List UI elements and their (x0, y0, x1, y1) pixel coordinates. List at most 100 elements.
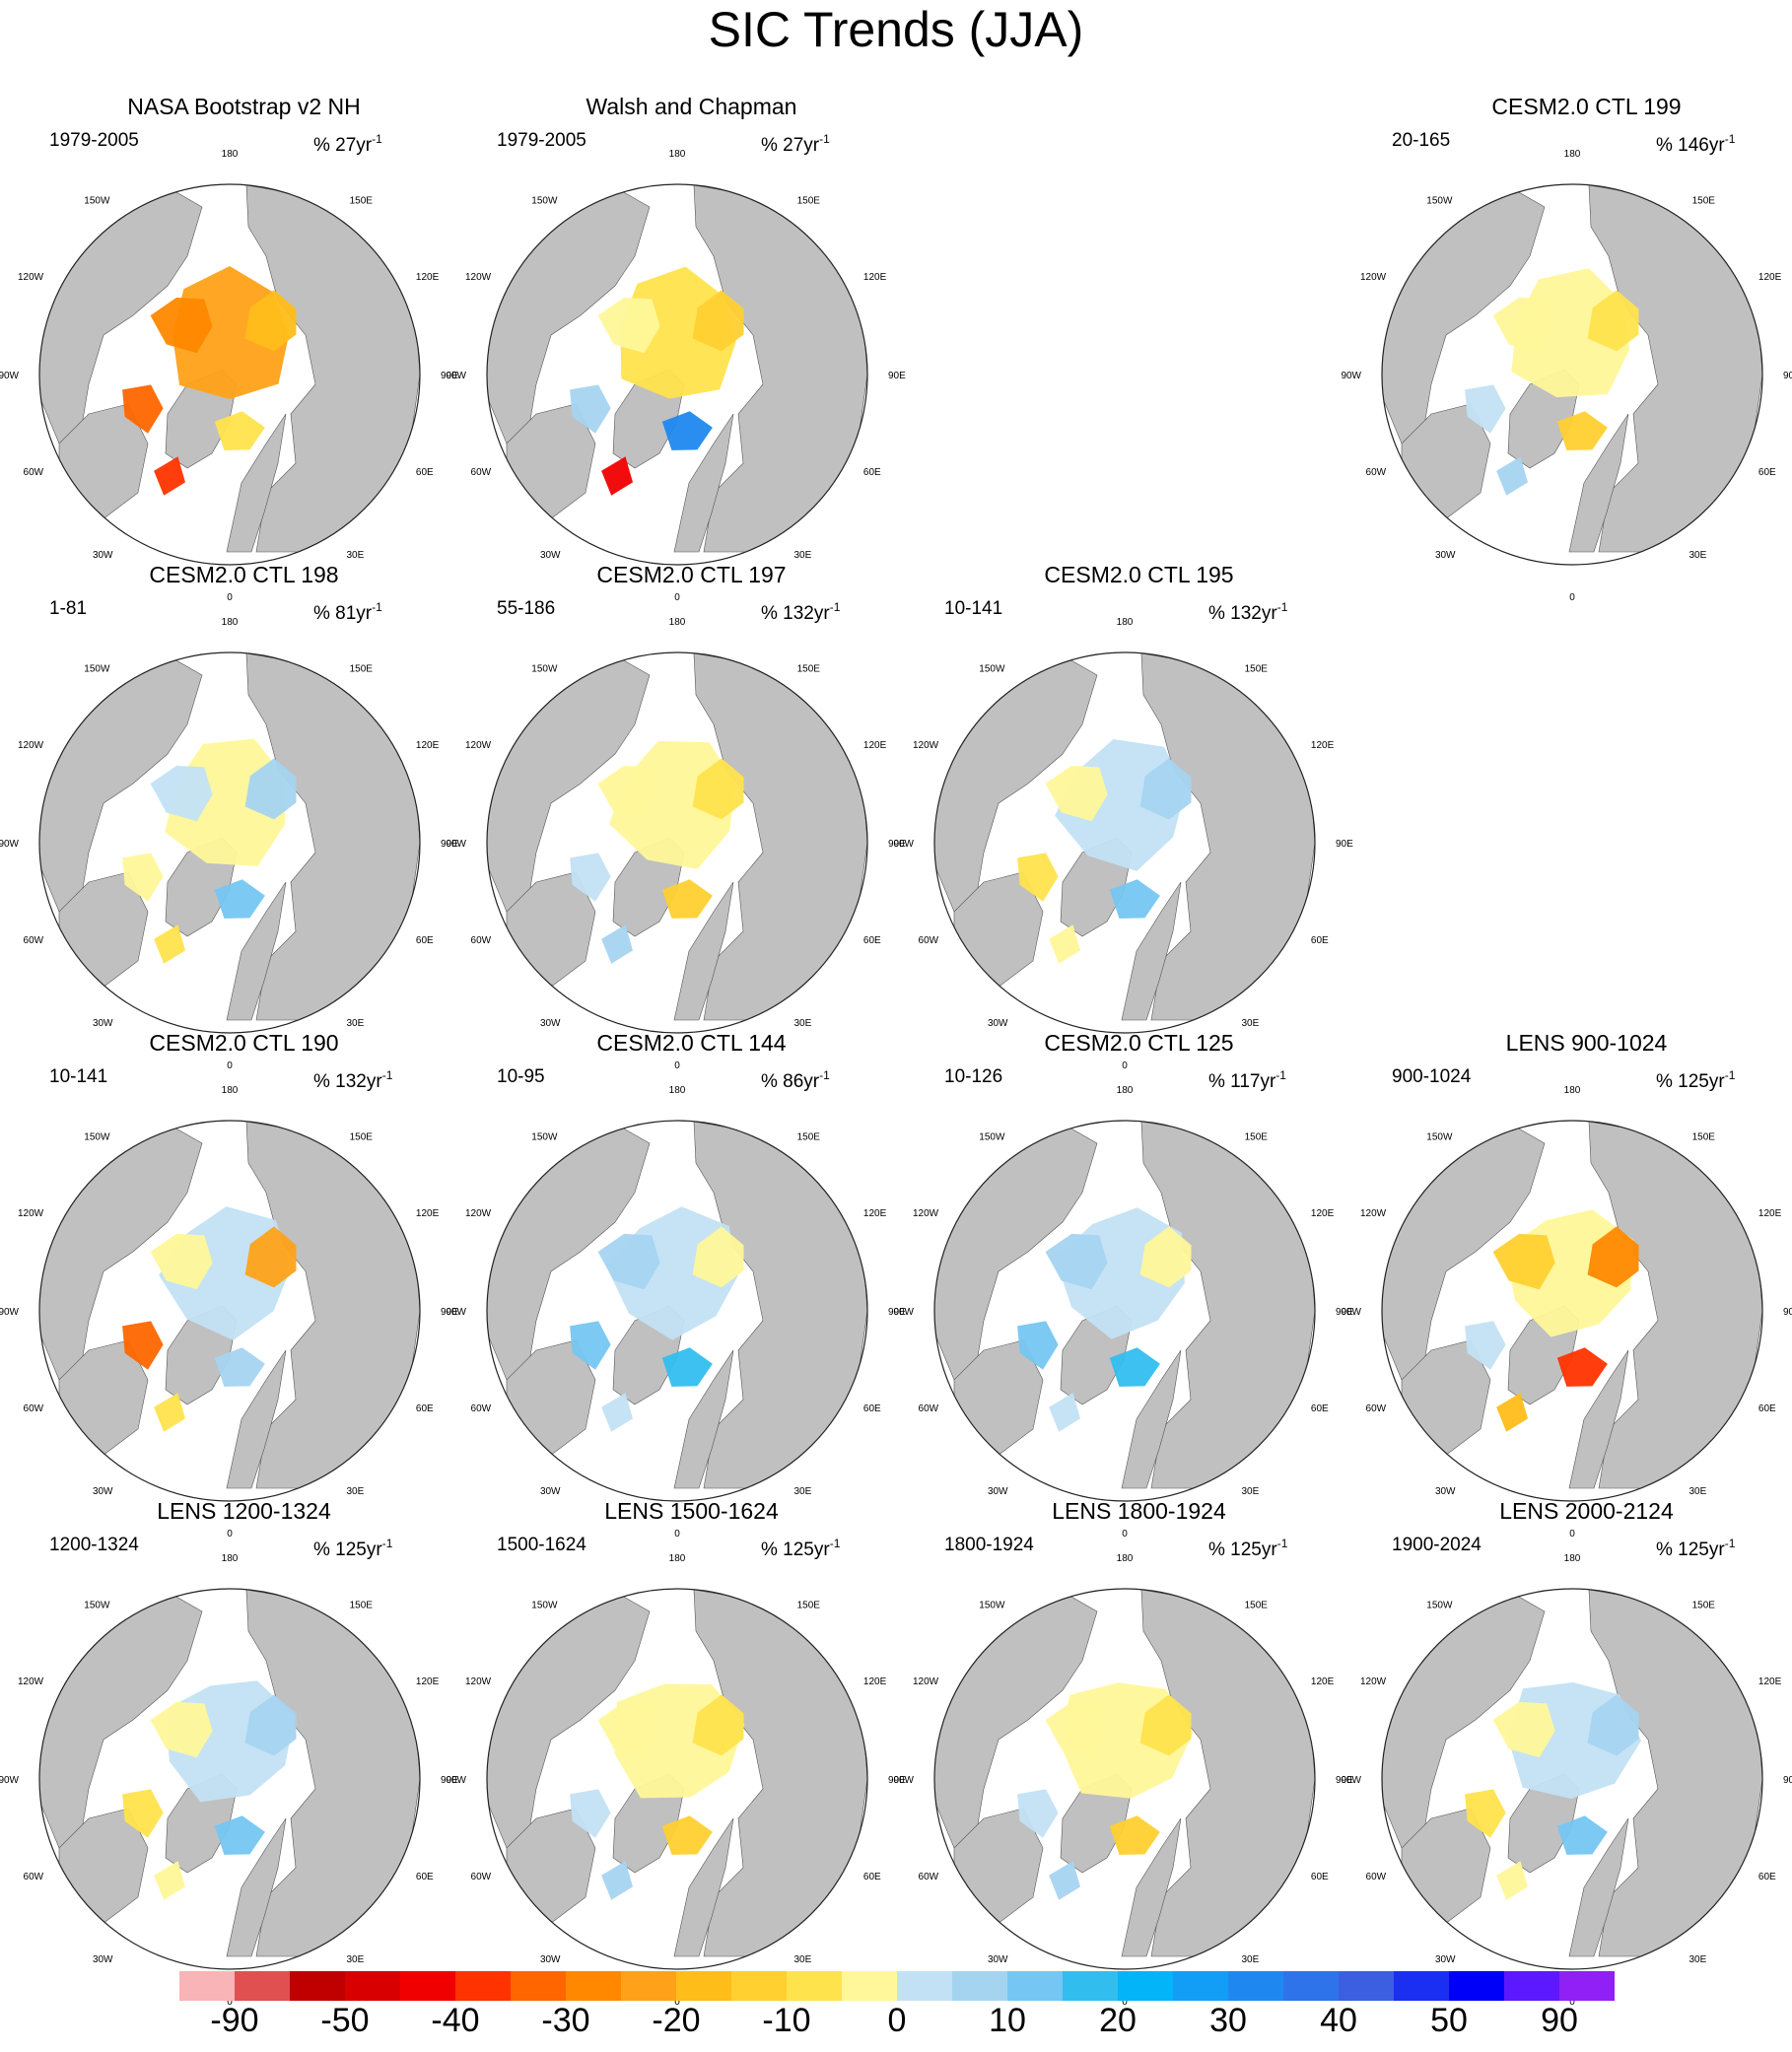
sic-trend-region (601, 1861, 633, 1900)
land-europe (226, 881, 287, 1021)
lon-label: 180 (1564, 1085, 1581, 1096)
polar-map: 180 0 90W 90E 150W 120W 60W 30W 150E 120E 60E 30E (893, 617, 1353, 1071)
colorbar-swatch (511, 1971, 566, 2001)
lon-label: 60E (416, 467, 434, 478)
lon-label: 120E (863, 1676, 887, 1687)
lon-label: 0 (227, 592, 233, 603)
lon-label: 60E (416, 935, 434, 946)
land-europe (1121, 1349, 1182, 1489)
map-panel-p11: LENS 1200-1324 1200-1324% 125yr-1 180 0 90W 9… (0, 1493, 468, 2008)
lon-label: 30E (794, 1954, 812, 1965)
map-boundary (486, 1588, 868, 1970)
lon-label: 120E (1758, 1208, 1782, 1219)
map-panel-p02: Walsh and Chapman 1979-2005 % 27yr-1 180 0 90… (446, 89, 916, 603)
lon-label: 120E (863, 740, 887, 751)
lon-label: 180 (1117, 1553, 1134, 1564)
sic-trend-region (1492, 297, 1555, 354)
panel-title: CESM2.0 CTL 195 (1044, 562, 1234, 587)
map-boundary (933, 1588, 1316, 1970)
sic-trend-region (1496, 1393, 1528, 1432)
lon-label: 150E (1692, 1131, 1716, 1142)
panel-trend-label: % 146yr-1 (1656, 132, 1736, 156)
lon-label: 60E (863, 467, 881, 478)
lon-label: 150E (1245, 663, 1269, 674)
lon-label: 150E (350, 195, 374, 206)
sic-trend-region (1049, 924, 1080, 964)
panel-period: 1979-2005 (497, 130, 586, 151)
land-europe (226, 413, 287, 553)
panel-period: 10-95 (497, 1066, 545, 1087)
lon-label: 150W (84, 663, 110, 674)
lon-label: 150W (531, 195, 558, 206)
sic-trend-region (1017, 1789, 1059, 1838)
lon-label: 30E (347, 1954, 365, 1965)
map-panel-p10: LENS 900-1024 900-1024 % 125yr-1 180 0 90W 90E… (1341, 1025, 1792, 1539)
land-europe (1568, 413, 1629, 553)
panel-trend-label: % 86yr-1 (761, 1068, 830, 1092)
lon-label: 120E (863, 272, 887, 283)
panel-trend-label: % 27yr-1 (761, 132, 830, 156)
lon-label: 30E (1242, 1486, 1260, 1497)
lon-label: 120E (1311, 740, 1335, 751)
panel-trend-label: % 125yr-1 (313, 1537, 393, 1560)
lon-label: 180 (222, 1085, 239, 1096)
sic-trend-region (214, 1347, 265, 1387)
panel-period: 900-1024 (1392, 1066, 1472, 1087)
panel-title: LENS 2000-2124 (1499, 1498, 1674, 1524)
sic-trend-region (244, 758, 297, 820)
sic-trend-region (661, 1347, 713, 1387)
lon-label: 30W (540, 1954, 561, 1965)
panel-trend-label: % 132yr-1 (313, 1068, 393, 1092)
sic-trend-region (1587, 1226, 1639, 1288)
lon-label: 30W (1435, 550, 1456, 561)
sic-trend-region (601, 1393, 633, 1432)
polar-map: 180 0 90W 90E 150W 120W 60W 30W 150E 120E 60E 30E (893, 1085, 1353, 1539)
colorbar-swatch (400, 1971, 455, 2001)
map-panel-p12: LENS 1500-1624 1500-1624% 125yr-1 180 0 90W 9… (446, 1493, 916, 2008)
colorbar-swatch (1504, 1971, 1559, 2001)
sic-trend-region (1045, 1701, 1108, 1758)
map-boundary (486, 651, 868, 1034)
sic-trend-region (1049, 1393, 1080, 1432)
sic-trend-region (244, 290, 297, 352)
lon-label: 30E (794, 550, 812, 561)
lon-label: 120W (18, 740, 44, 751)
lon-label: 90E (888, 839, 906, 850)
lon-label: 0 (1569, 1529, 1575, 1539)
sic-trend-region (154, 924, 185, 964)
polar-map: 180 0 90W 90E 150W 120W 60W 30W 150E 120E 60E 30E (446, 149, 906, 603)
sic-trend-region (570, 1789, 611, 1838)
lon-label: 90E (441, 839, 458, 850)
sic-trend-region (1109, 1347, 1160, 1387)
sic-trend-region (570, 853, 611, 902)
sic-trend-region (214, 1815, 265, 1855)
lon-label: 90W (893, 1307, 914, 1318)
lon-label: 150W (979, 1131, 1005, 1142)
lon-label: 30W (1435, 1954, 1456, 1965)
colorbar (179, 1971, 1615, 2001)
panel-period: 10-126 (944, 1066, 1003, 1087)
map-panel-p05: CESM2.0 CTL 197 55-186% 132yr-1 180 0 90W 90E… (446, 557, 916, 1071)
lon-label: 30W (540, 1486, 561, 1497)
sic-trend-region (1556, 1815, 1608, 1855)
sic-trend-region (1109, 1815, 1160, 1855)
lon-label: 0 (1122, 1997, 1128, 2008)
colorbar-swatch (1118, 1971, 1173, 2001)
map-boundary (486, 183, 868, 566)
sic-trend-region (214, 879, 265, 919)
lon-label: 30E (794, 1486, 812, 1497)
colorbar-swatch (676, 1971, 731, 2001)
lon-label: 30E (1242, 1018, 1260, 1029)
lon-label: 120W (1360, 1676, 1387, 1687)
colorbar-swatch (731, 1971, 787, 2001)
lon-label: 60W (1366, 1403, 1387, 1414)
lon-label: 120W (913, 1208, 939, 1219)
sic-trend-region (1139, 1694, 1192, 1756)
lon-label: 120W (18, 272, 44, 283)
panel-period: 1500-1624 (497, 1535, 586, 1555)
colorbar-swatch (1449, 1971, 1504, 2001)
panel-title: LENS 1200-1324 (157, 1498, 331, 1524)
lon-label: 180 (1564, 149, 1581, 160)
lon-label: 120W (1360, 272, 1387, 283)
colorbar-tick-label: 10 (989, 2002, 1026, 2039)
